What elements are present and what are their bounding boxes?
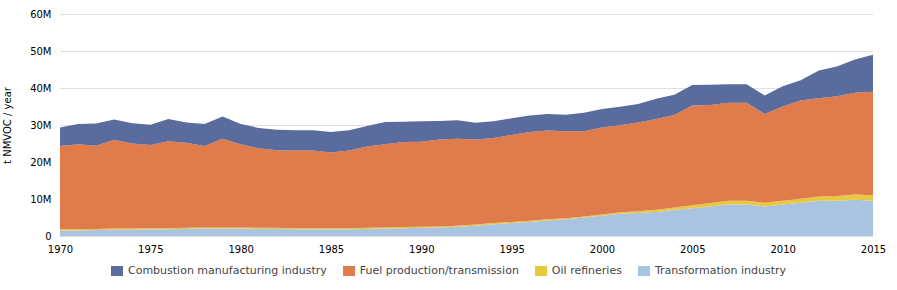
svg-text:1990: 1990 (409, 244, 434, 255)
svg-text:10M: 10M (30, 194, 51, 205)
svg-text:2010: 2010 (770, 244, 795, 255)
svg-text:1995: 1995 (499, 244, 524, 255)
svg-text:60M: 60M (30, 9, 51, 20)
svg-text:2000: 2000 (590, 244, 615, 255)
svg-text:20M: 20M (30, 157, 51, 168)
svg-text:30M: 30M (30, 120, 51, 131)
svg-text:2015: 2015 (861, 244, 886, 255)
svg-text:0: 0 (45, 231, 51, 242)
svg-text:t NMVOC / year: t NMVOC / year (2, 86, 13, 164)
svg-text:2005: 2005 (680, 244, 705, 255)
svg-text:40M: 40M (30, 83, 51, 94)
svg-text:1970: 1970 (48, 244, 73, 255)
svg-text:50M: 50M (30, 46, 51, 57)
svg-text:1980: 1980 (228, 244, 253, 255)
svg-text:1975: 1975 (138, 244, 163, 255)
html-text:Oil refineries: Oil refineries (551, 264, 622, 277)
svg-text:1985: 1985 (319, 244, 344, 255)
html-text:Combustion manufacturing indus: Combustion manufacturing industry (128, 264, 327, 277)
html-text:Fuel production/transmission: Fuel production/transmission (359, 264, 519, 277)
html-text:Transformation industry: Transformation industry (654, 264, 786, 277)
